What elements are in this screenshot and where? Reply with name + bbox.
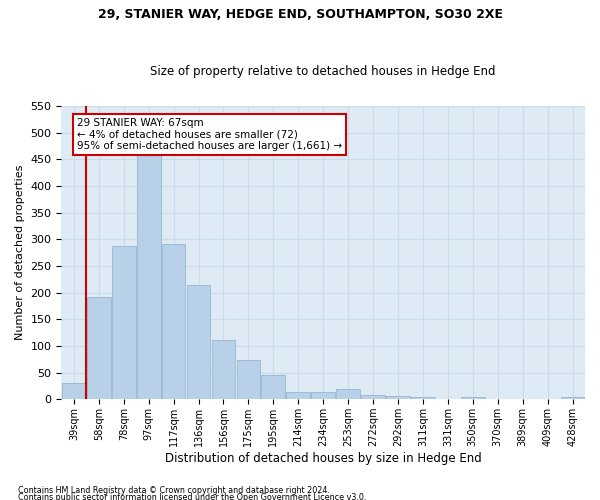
Bar [560, 397, 584, 400]
Bar [336, 388, 360, 400]
Text: Contains public sector information licensed under the Open Government Licence v3: Contains public sector information licen… [18, 494, 367, 500]
Y-axis label: Number of detached properties: Number of detached properties [15, 165, 25, 340]
Bar [361, 395, 385, 400]
Bar [411, 396, 435, 400]
Bar [62, 384, 86, 400]
Bar [386, 396, 410, 400]
Text: Contains HM Land Registry data © Crown copyright and database right 2024.: Contains HM Land Registry data © Crown c… [18, 486, 330, 495]
Bar [87, 297, 110, 400]
Bar [262, 375, 285, 400]
X-axis label: Distribution of detached houses by size in Hedge End: Distribution of detached houses by size … [165, 452, 482, 465]
Bar [212, 340, 235, 400]
Title: Size of property relative to detached houses in Hedge End: Size of property relative to detached ho… [151, 66, 496, 78]
Text: 29, STANIER WAY, HEDGE END, SOUTHAMPTON, SO30 2XE: 29, STANIER WAY, HEDGE END, SOUTHAMPTON,… [97, 8, 503, 20]
Bar [187, 285, 211, 400]
Bar [137, 155, 161, 400]
Bar [112, 246, 136, 400]
Bar [311, 392, 335, 400]
Bar [286, 392, 310, 400]
Bar [162, 244, 185, 400]
Bar [236, 360, 260, 400]
Text: 29 STANIER WAY: 67sqm
← 4% of detached houses are smaller (72)
95% of semi-detac: 29 STANIER WAY: 67sqm ← 4% of detached h… [77, 118, 342, 151]
Bar [461, 396, 485, 400]
